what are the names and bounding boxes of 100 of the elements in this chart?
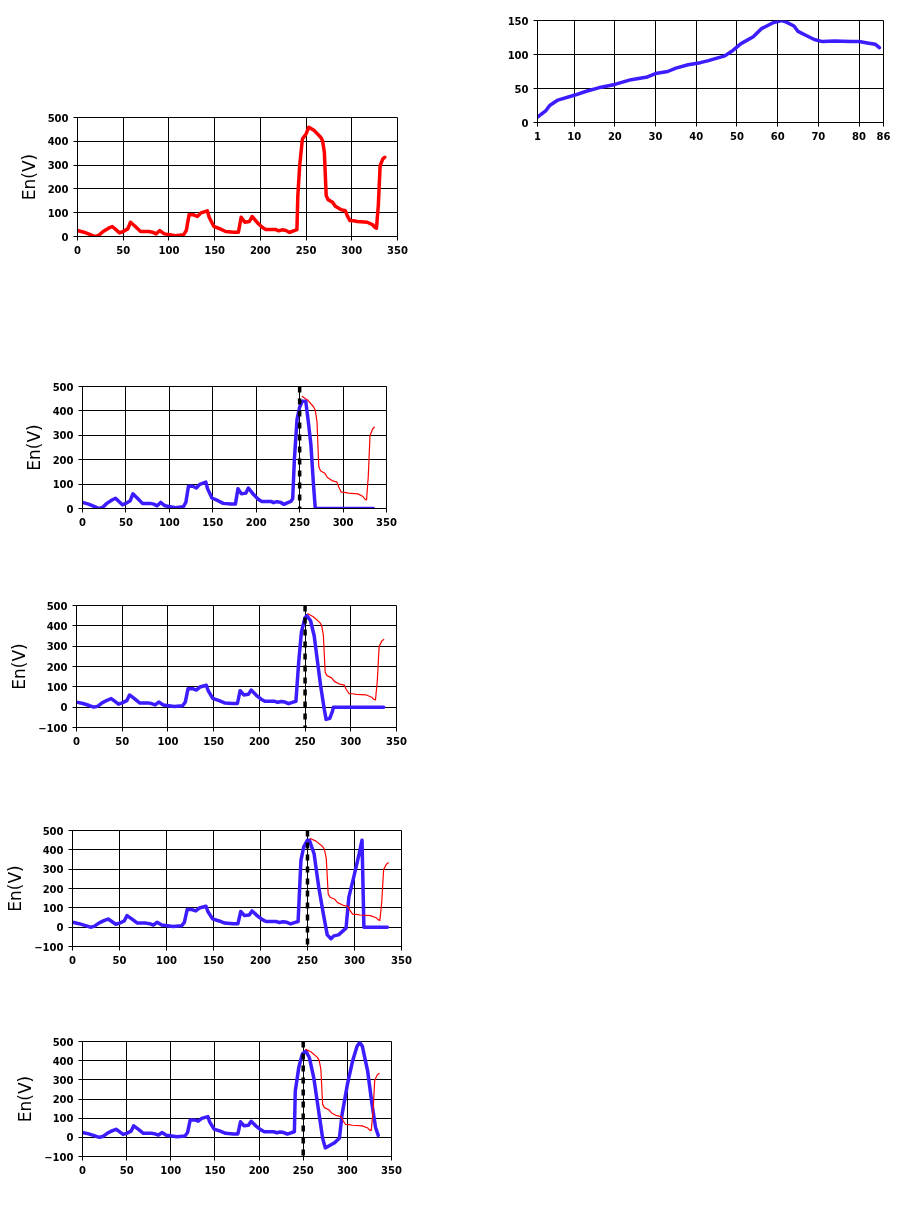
y-tick-label: 150 [507,15,529,27]
x-tick-label: 300 [340,735,362,747]
y-tick-label: 0 [66,1132,74,1144]
y-tick-label: 400 [46,620,68,632]
y-tick-label: 500 [52,381,74,393]
y-tick-label: 200 [52,454,74,466]
x-tick-label: 50 [115,735,130,747]
x-tick-label: 150 [202,516,224,528]
y-tick-label: 0 [61,231,69,243]
x-tick-label: 70 [811,130,826,142]
x-tick-label: 150 [204,1164,226,1176]
x-tick-label: 200 [248,1164,270,1176]
y-tick-label: 0 [521,117,529,129]
x-tick-label: 200 [249,244,271,256]
x-tick-label: 0 [74,244,82,256]
x-tick-label: 350 [381,1164,402,1176]
y-tick-label: 400 [52,1055,74,1067]
line-series [76,613,386,722]
x-tick-label: 86 [876,130,891,142]
y-tick-label: 400 [47,136,69,148]
x-tick-label: 200 [248,735,270,747]
x-tick-label: 300 [336,1164,358,1176]
y-tick-label: 200 [46,661,68,673]
y-tick-label: 50 [514,83,529,95]
y-tick-label: 500 [47,112,69,124]
y-tick-label: 300 [52,430,74,442]
y-axis-title: En(V) [23,424,44,471]
x-tick-label: 200 [245,516,267,528]
y-tick-label: −100 [34,941,64,953]
x-tick-label: 250 [292,1164,314,1176]
x-tick-label: 100 [160,1164,182,1176]
x-tick-label: 50 [116,244,131,256]
y-tick-label: 400 [42,844,64,856]
y-tick-label: −100 [38,722,68,734]
y-tick-label: 300 [47,160,69,172]
line-series [72,838,390,941]
x-tick-label: 40 [689,130,704,142]
x-tick-label: 1 [534,130,542,142]
x-tick-label: 150 [204,244,226,256]
x-tick-label: 0 [79,516,87,528]
y-tick-label: −100 [44,1151,74,1163]
y-tick-label: 200 [52,1094,74,1105]
line-series [301,395,375,501]
x-tick-label: 250 [294,735,316,747]
y-tick-label: 100 [47,207,69,219]
y-tick-label: 100 [52,479,74,491]
y-axis-title: En(V) [9,643,30,690]
y-axis-title: En(V) [15,1075,36,1123]
line-series [537,20,882,119]
x-tick-label: 50 [730,130,744,142]
x-tick-label: 150 [203,735,225,747]
x-tick-label: 100 [156,954,177,966]
line-series [307,613,385,701]
y-axis-title: En(V) [5,865,26,912]
y-tick-label: 500 [46,600,68,612]
y-tick-label: 400 [52,405,74,417]
y-tick-label: 300 [42,864,64,876]
x-tick-label: 100 [158,244,180,256]
line-series [77,125,387,237]
line-series [82,399,376,509]
x-tick-label: 20 [607,130,622,142]
y-tick-label: 0 [66,503,74,515]
x-tick-label: 200 [250,954,271,966]
x-tick-label: 300 [341,244,363,256]
x-tick-label: 350 [376,516,397,528]
y-axis-title: En(V) [18,153,39,201]
x-tick-label: 100 [157,735,179,747]
x-tick-label: 80 [852,130,867,142]
x-tick-label: 10 [567,130,582,142]
x-tick-label: 250 [289,516,311,528]
x-tick-label: 50 [118,516,133,528]
y-tick-label: 500 [42,825,64,837]
y-tick-label: 100 [507,49,529,61]
y-tick-label: 100 [42,902,64,914]
y-tick-label: 200 [42,883,64,895]
x-tick-label: 300 [344,954,365,966]
x-tick-label: 250 [295,244,317,256]
line-series [82,1041,381,1150]
x-tick-label: 150 [203,954,224,966]
line-series [305,1048,380,1132]
x-tick-label: 50 [112,954,127,966]
y-tick-label: 100 [46,681,68,693]
y-tick-label: 0 [60,702,68,714]
y-tick-label: 500 [52,1036,74,1048]
x-tick-label: 60 [770,130,785,142]
line-series [309,837,389,921]
x-tick-label: 30 [648,130,663,142]
x-tick-label: 350 [391,954,412,966]
y-tick-label: 0 [56,922,64,934]
x-tick-label: 50 [119,1164,134,1176]
x-tick-label: 350 [386,735,407,747]
y-tick-label: 300 [52,1074,74,1086]
y-tick-label: 300 [46,641,68,653]
y-tick-label: 200 [47,183,69,195]
x-tick-label: 0 [79,1164,87,1176]
x-tick-label: 250 [297,954,318,966]
x-tick-label: 300 [332,516,354,528]
x-tick-label: 350 [387,244,408,256]
x-tick-label: 100 [158,516,180,528]
y-tick-label: 100 [52,1113,74,1125]
